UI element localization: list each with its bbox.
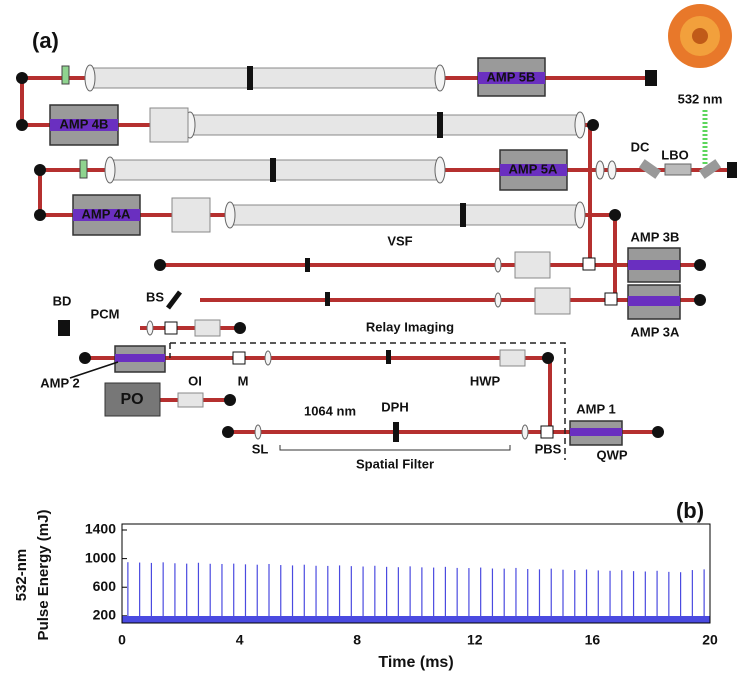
label: LBO (661, 147, 688, 162)
panel-label: (b) (676, 498, 704, 523)
x-tick-label: 12 (467, 632, 483, 648)
x-axis-label: Time (ms) (378, 654, 453, 671)
label: BD (53, 293, 72, 308)
plot-frame (121, 523, 711, 624)
label: PCM (91, 306, 120, 321)
x-tick-label: 16 (585, 632, 601, 648)
label: VSF (387, 233, 412, 248)
label: AMP 1 (576, 401, 616, 416)
x-tick-label: 0 (118, 632, 126, 648)
amplifiers (49, 57, 681, 446)
label: DC (631, 139, 650, 154)
x-tick-label: 20 (702, 632, 718, 648)
baseline-band (122, 616, 710, 623)
tube (189, 114, 581, 136)
y-tick-label: 1400 (85, 521, 116, 537)
y-axis-label: 532-nm (13, 549, 30, 602)
chart: (b) 532-nm Pulse Energy (mJ) Time (ms) 2… (13, 498, 718, 671)
x-tick-label: 4 (236, 632, 244, 648)
tube (229, 204, 581, 226)
label: Relay Imaging (366, 319, 454, 334)
tube (89, 67, 441, 89)
label: AMP 4B (60, 116, 109, 131)
optical-layout: (a) AMP 5B AMP 4B AMP 5A AMP 4A 532 nm D… (16, 0, 738, 471)
label: OI (188, 373, 202, 388)
y-tick-label: 1000 (85, 549, 116, 565)
label: SL (252, 441, 269, 456)
label: AMP 5A (509, 161, 558, 176)
rod-amps (61, 65, 571, 408)
mirrors (16, 0, 738, 460)
label: QWP (596, 447, 627, 462)
label: DPH (381, 399, 408, 414)
label: BS (146, 289, 164, 304)
y-tick-label: 600 (93, 578, 117, 594)
y-tick-label: 200 (93, 607, 117, 623)
y-axis-label: Pulse Energy (mJ) (35, 510, 52, 641)
pinholes (247, 66, 466, 442)
label: Spatial Filter (356, 456, 434, 471)
label: AMP 3B (631, 229, 680, 244)
label: AMP 4A (82, 206, 131, 221)
panel-label: (a) (32, 28, 59, 53)
label: PO (120, 391, 143, 408)
label: AMP 3A (631, 324, 680, 339)
label: AMP 5B (487, 69, 536, 84)
label: 1064 nm (304, 403, 356, 418)
label: M (238, 373, 249, 388)
label: 532 nm (678, 91, 723, 106)
label: AMP 2 (40, 375, 80, 390)
label: HWP (470, 373, 501, 388)
x-tick-label: 8 (353, 632, 361, 648)
label: PBS (535, 441, 562, 456)
